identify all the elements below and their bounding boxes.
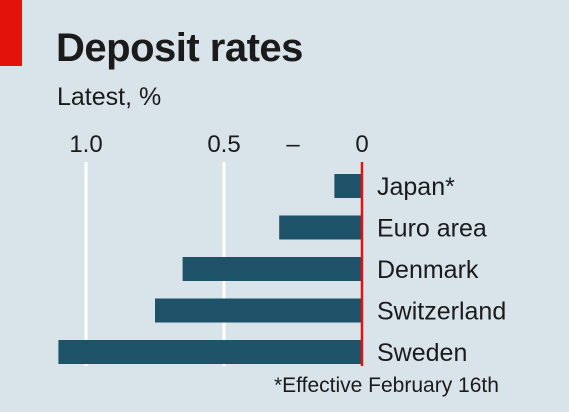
tick-label: – — [286, 131, 300, 158]
tick-label: 1.0 — [69, 131, 102, 158]
bar — [334, 174, 362, 198]
tick-labels: 1.0 0.5 – 0 — [69, 131, 368, 158]
bar — [182, 257, 362, 281]
category-label: Denmark — [377, 256, 479, 284]
tick-label: 0.5 — [207, 131, 240, 158]
chart-title: Deposit rates — [56, 26, 303, 70]
bar — [279, 215, 362, 240]
bar — [58, 340, 363, 364]
red-accent-tag — [0, 0, 22, 66]
category-label: Euro area — [377, 215, 487, 243]
tick-label: 0 — [355, 131, 368, 158]
bars — [58, 174, 363, 364]
category-label: Japan* — [377, 173, 455, 201]
category-label: Switzerland — [377, 298, 506, 326]
bar — [155, 298, 362, 323]
category-labels: Japan* Euro area Denmark Switzerland Sweden — [377, 173, 506, 367]
category-label: Sweden — [377, 339, 467, 367]
chart-subtitle: Latest, % — [57, 83, 162, 111]
chart-footnote: *Effective February 16th — [274, 374, 499, 397]
